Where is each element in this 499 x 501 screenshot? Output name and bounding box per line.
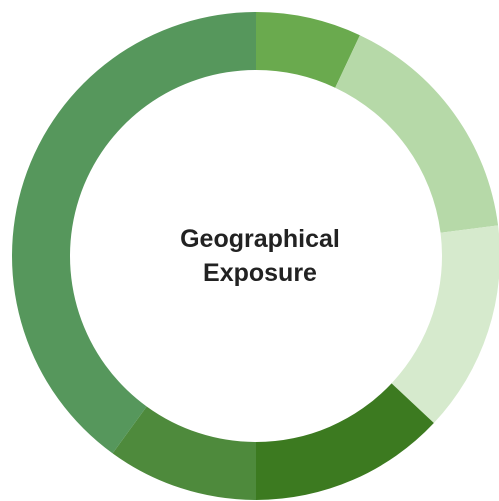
chart-title: Geographical Exposure [180, 225, 340, 287]
donut-segment [256, 12, 360, 88]
donut-segment [256, 383, 434, 500]
donut-segment [335, 35, 499, 233]
donut-segment [112, 406, 256, 500]
donut-segment [391, 225, 499, 424]
donut-segment [12, 12, 257, 454]
